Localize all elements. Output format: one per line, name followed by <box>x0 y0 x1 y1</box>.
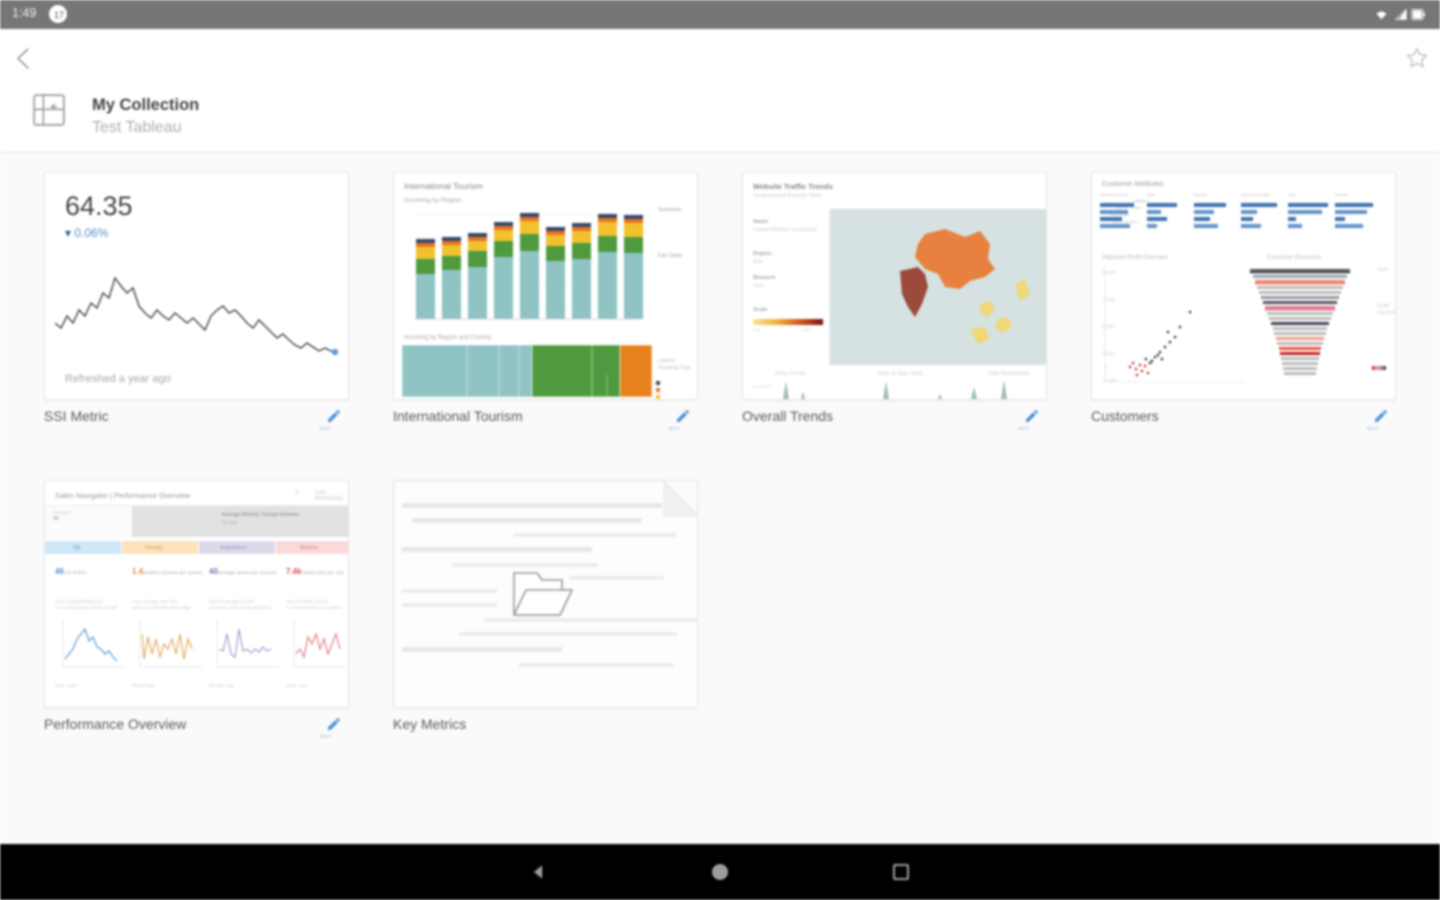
svg-text:28%: 28% <box>1140 199 1146 203</box>
svg-text:Revenue: Revenue <box>1194 193 1207 197</box>
svg-text:Sales: Sales <box>1288 193 1296 197</box>
svg-text:980: 980 <box>1130 220 1135 224</box>
svg-text:7.4k: 7.4k <box>1134 206 1140 210</box>
svg-text:Avg Customer Value: Avg Customer Value <box>1241 193 1270 197</box>
svg-text:44%: 44% <box>1122 220 1128 224</box>
svg-text:Customer Revenue: Customer Revenue <box>1100 193 1128 197</box>
svg-text:Revenue: Revenue <box>1335 193 1348 197</box>
svg-text:Sales: Sales <box>1147 193 1155 197</box>
svg-text:17: 17 <box>54 10 64 20</box>
